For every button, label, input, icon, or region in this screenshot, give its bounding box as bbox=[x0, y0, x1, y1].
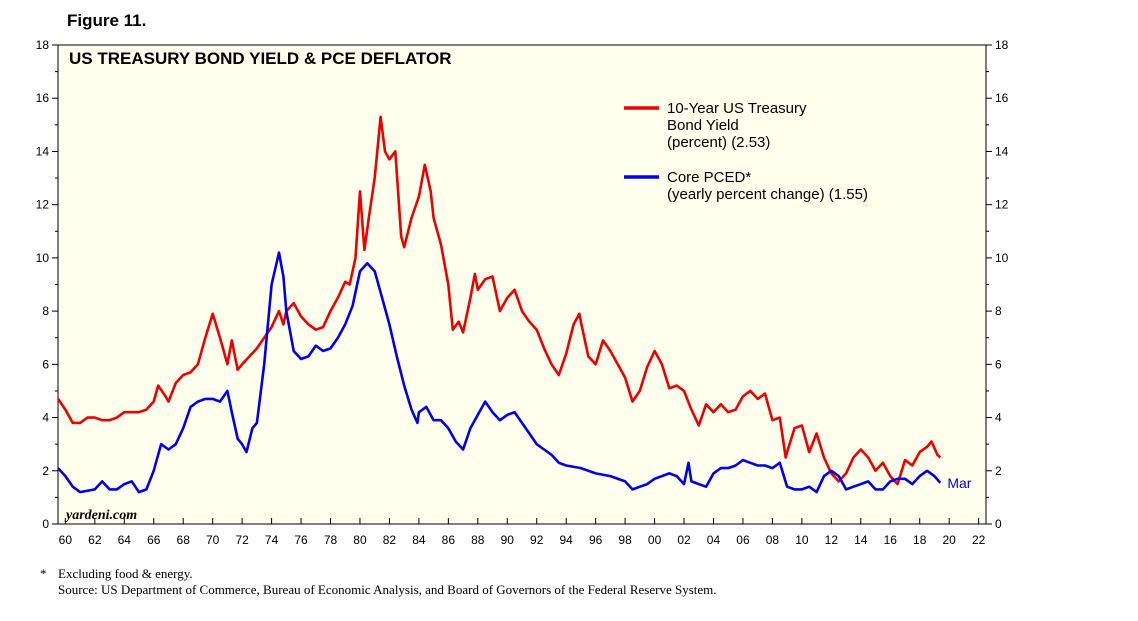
x-tick-label: 60 bbox=[59, 533, 73, 547]
x-tick-label: 90 bbox=[501, 533, 515, 547]
legend-text: 10-Year US Treasury bbox=[667, 100, 807, 117]
y-tick-label-right: 16 bbox=[995, 91, 1009, 105]
y-tick-label-left: 14 bbox=[36, 144, 50, 158]
x-tick-label: 80 bbox=[353, 533, 367, 547]
x-tick-label: 14 bbox=[854, 533, 868, 547]
x-tick-label: 22 bbox=[972, 533, 986, 547]
y-tick-label-left: 4 bbox=[42, 411, 49, 425]
y-tick-label-right: 4 bbox=[995, 411, 1002, 425]
y-tick-label-right: 10 bbox=[995, 251, 1009, 265]
x-tick-label: 76 bbox=[294, 533, 308, 547]
figure-label: Figure 11. bbox=[67, 11, 147, 30]
core-pced-line bbox=[57, 251, 942, 494]
watermark: yardeni.com bbox=[64, 508, 137, 523]
y-tick-label-left: 18 bbox=[36, 38, 50, 52]
x-tick-label: 86 bbox=[442, 533, 456, 547]
x-tick-label: 92 bbox=[530, 533, 544, 547]
y-tick-label-right: 12 bbox=[995, 198, 1009, 212]
x-tick-label: 16 bbox=[884, 533, 898, 547]
x-tick-label: 62 bbox=[88, 533, 102, 547]
y-tick-label-left: 10 bbox=[36, 251, 50, 265]
y-tick-label-left: 0 bbox=[42, 517, 49, 531]
x-tick-label: 78 bbox=[324, 533, 338, 547]
y-tick-label-left: 12 bbox=[36, 198, 50, 212]
x-tick-label: 06 bbox=[736, 533, 750, 547]
legend-text: Bond Yield bbox=[667, 117, 739, 134]
pced-end-label: Mar bbox=[947, 475, 971, 491]
x-tick-label: 02 bbox=[677, 533, 691, 547]
footnote-note: Excluding food & energy. bbox=[58, 566, 193, 581]
footnote-source: Source: US Department of Commerce, Burea… bbox=[58, 582, 717, 597]
x-tick-label: 72 bbox=[235, 533, 249, 547]
x-tick-label: 96 bbox=[589, 533, 603, 547]
chart-title: US TREASURY BOND YIELD & PCE DEFLATOR bbox=[69, 49, 452, 68]
x-tick-label: 00 bbox=[648, 533, 662, 547]
footnote-marker: * bbox=[40, 566, 47, 581]
series-layer: Mar bbox=[56, 115, 972, 494]
y-tick-label-left: 2 bbox=[42, 464, 49, 478]
y-tick-label-left: 6 bbox=[42, 357, 49, 371]
legend-text: (percent) (2.53) bbox=[667, 134, 770, 151]
x-tick-label: 08 bbox=[766, 533, 780, 547]
x-tick-label: 88 bbox=[471, 533, 485, 547]
x-tick-label: 64 bbox=[118, 533, 132, 547]
x-tick-label: 98 bbox=[618, 533, 632, 547]
x-tick-label: 94 bbox=[560, 533, 574, 547]
legend-text: Core PCED* bbox=[667, 169, 751, 186]
x-tick-label: 68 bbox=[177, 533, 191, 547]
x-tick-label: 20 bbox=[942, 533, 956, 547]
y-tick-label-right: 6 bbox=[995, 357, 1002, 371]
footnote: * Excluding food & energy. Source: US Dep… bbox=[40, 566, 717, 598]
x-tick-label: 82 bbox=[383, 533, 397, 547]
y-tick-label-right: 14 bbox=[995, 144, 1009, 158]
y-tick-label-right: 8 bbox=[995, 304, 1002, 318]
x-tick-label: 74 bbox=[265, 533, 279, 547]
y-tick-label-right: 18 bbox=[995, 38, 1009, 52]
x-tick-label: 18 bbox=[913, 533, 927, 547]
treasury-yield-line bbox=[56, 115, 942, 486]
y-tick-label-left: 16 bbox=[36, 91, 50, 105]
plot-area bbox=[57, 44, 987, 525]
legend-text: (yearly percent change) (1.55) bbox=[667, 186, 868, 203]
x-tick-label: 10 bbox=[795, 533, 809, 547]
x-tick-label: 66 bbox=[147, 533, 161, 547]
x-tick-label: 04 bbox=[707, 533, 721, 547]
x-tick-label: 70 bbox=[206, 533, 220, 547]
y-tick-label-right: 0 bbox=[995, 517, 1002, 531]
x-tick-label: 12 bbox=[825, 533, 839, 547]
y-tick-label-left: 8 bbox=[42, 304, 49, 318]
x-tick-label: 84 bbox=[412, 533, 426, 547]
y-tick-label-right: 2 bbox=[995, 464, 1002, 478]
